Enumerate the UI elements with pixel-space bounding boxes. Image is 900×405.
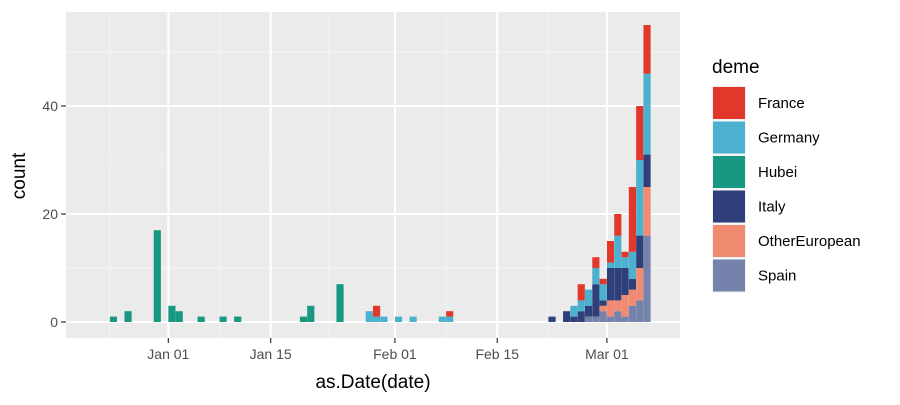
- bar-segment-germany: [606, 262, 615, 268]
- legend-swatch-othereuropean: [713, 225, 745, 257]
- bar-segment-hubei: [153, 230, 161, 322]
- bar-segment-france: [621, 251, 629, 258]
- bar-segment-germany: [643, 73, 651, 155]
- y-tick-label: 20: [42, 206, 58, 222]
- bar-segment-othereuropean: [628, 289, 636, 306]
- bar-segment-germany: [636, 160, 644, 236]
- bar-segment-germany: [628, 251, 636, 279]
- x-tick-label: Jan 15: [250, 346, 292, 362]
- axes-layer: Jan 01 Jan 15 Feb 01 Feb 15 Mar 01 0 20 40: [42, 98, 628, 362]
- bar-segment-germany: [592, 268, 600, 285]
- bar-segment-spain: [643, 235, 651, 322]
- bar-segment-france: [606, 241, 615, 263]
- bar-segment-hubei: [124, 311, 132, 322]
- bar-segment-france: [446, 311, 454, 317]
- legend-label-spain: Spain: [758, 268, 796, 285]
- legend-swatch-hubei: [713, 156, 745, 188]
- bar-segment-hubei: [234, 316, 242, 322]
- bar-segment-germany: [570, 305, 578, 317]
- bar-segment-hubei: [175, 311, 183, 322]
- legend-title: deme: [712, 57, 760, 78]
- bar-segment-italy: [548, 316, 556, 322]
- bar-segment-hubei: [307, 305, 315, 322]
- bar-segment-germany: [409, 316, 417, 322]
- x-tick-label: Mar 01: [585, 346, 629, 362]
- bar-segment-italy: [592, 284, 600, 317]
- bar-segment-othereuropean: [636, 268, 644, 301]
- legend-swatch-italy: [713, 190, 745, 223]
- bar-segment-othereuropean: [599, 305, 607, 312]
- bar-segment-spain: [584, 316, 593, 322]
- legend-label-germany: Germany: [758, 130, 820, 147]
- legend-swatch-france: [713, 87, 745, 119]
- bars-layer: [109, 25, 651, 322]
- bar-segment-othereuropean: [643, 187, 651, 236]
- y-tick-label: 40: [42, 98, 58, 114]
- legend-swatch-spain: [713, 259, 745, 292]
- bar-segment-france: [628, 187, 636, 252]
- bar-segment-france: [592, 257, 600, 268]
- bar-segment-france: [373, 305, 381, 317]
- x-tick-label: Feb 15: [475, 346, 519, 362]
- bar-segment-france: [643, 25, 651, 74]
- bar-segment-italy: [614, 268, 622, 301]
- bar-segment-italy: [563, 311, 571, 322]
- bar-segment-hubei: [168, 305, 176, 322]
- bar-segment-germany: [380, 316, 388, 322]
- bar-segment-germany: [446, 316, 454, 322]
- legend-label-othereuropean: OtherEuropean: [758, 233, 861, 250]
- bar-segment-hubei: [197, 316, 205, 322]
- bar-segment-france: [599, 278, 607, 285]
- legend-swatch-germany: [713, 121, 745, 154]
- bar-segment-hubei: [219, 316, 227, 322]
- bar-segment-germany: [614, 235, 622, 268]
- legend-label-italy: Italy: [758, 199, 786, 216]
- bar-segment-germany: [365, 311, 373, 322]
- bar-segment-italy: [628, 278, 636, 290]
- legend: deme France Germany Hubei Italy OtherEuropea…: [712, 57, 861, 293]
- bar-segment-hubei: [299, 316, 308, 322]
- bar-segment-othereuropean: [621, 295, 629, 317]
- bar-segment-spain: [628, 305, 636, 322]
- bar-segment-othereuropean: [614, 300, 622, 312]
- bar-segment-spain: [592, 316, 600, 322]
- bar-segment-france: [636, 106, 644, 160]
- bar-segment-germany: [394, 316, 403, 322]
- bar-segment-othereuropean: [606, 300, 615, 317]
- bar-segment-italy: [584, 305, 593, 317]
- bar-segment-germany: [438, 316, 446, 322]
- legend-label-hubei: Hubei: [758, 164, 797, 181]
- bar-segment-france: [577, 284, 585, 301]
- bar-segment-italy: [643, 154, 651, 187]
- x-tick-label: Jan 01: [147, 346, 189, 362]
- bar-segment-italy: [621, 268, 629, 295]
- bar-segment-hubei: [109, 316, 118, 322]
- bar-segment-italy: [577, 311, 585, 322]
- bar-segment-germany: [373, 316, 381, 322]
- bar-segment-spain: [606, 316, 615, 322]
- bar-segment-france: [614, 214, 622, 236]
- y-tick-label: 0: [50, 314, 58, 330]
- bar-segment-hubei: [336, 284, 344, 322]
- bar-segment-germany: [621, 257, 629, 268]
- x-tick-label: Feb 01: [373, 346, 417, 362]
- bar-segment-germany: [577, 300, 585, 312]
- y-axis-title: count: [9, 152, 30, 199]
- bar-segment-spain: [614, 311, 622, 322]
- legend-label-france: France: [758, 95, 805, 112]
- bar-segment-germany: [599, 284, 607, 301]
- x-axis-title: as.Date(date): [315, 372, 430, 393]
- bar-segment-germany: [584, 289, 593, 306]
- bar-segment-spain: [636, 300, 644, 322]
- bar-segment-italy: [570, 316, 578, 322]
- bar-segment-italy: [606, 268, 615, 301]
- bar-segment-spain: [621, 316, 629, 322]
- bar-segment-spain: [599, 311, 607, 322]
- bar-segment-italy: [599, 300, 607, 306]
- bar-segment-italy: [636, 235, 644, 268]
